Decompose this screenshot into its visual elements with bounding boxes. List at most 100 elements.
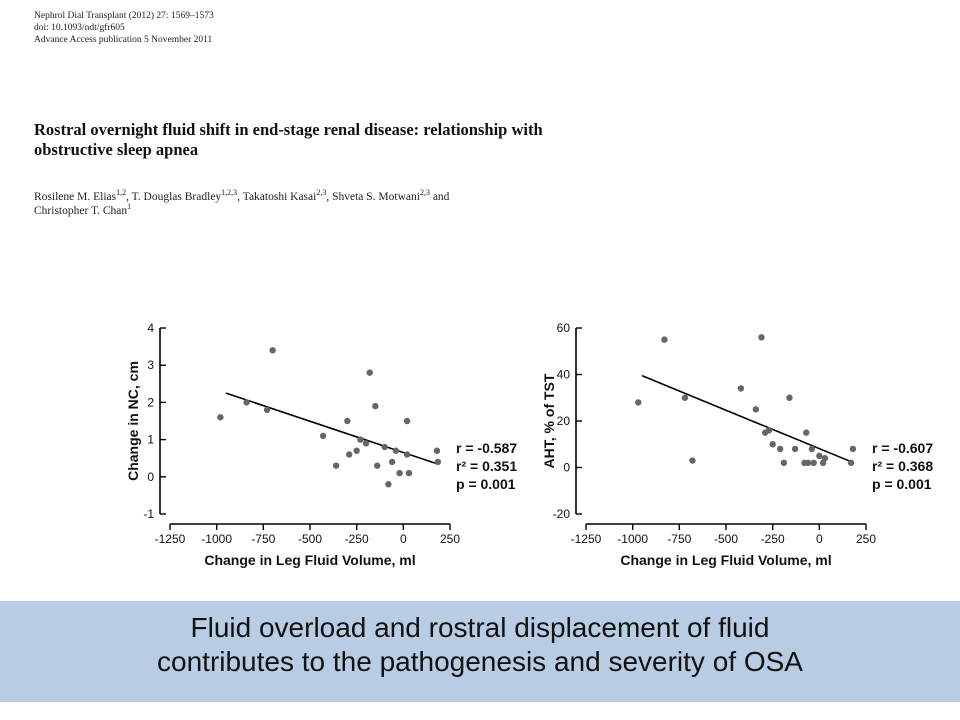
data-point	[332, 462, 340, 469]
author-name: Takatoshi Kasai	[242, 191, 317, 203]
data-point	[776, 445, 784, 453]
y-tick-label: 0	[563, 461, 570, 475]
data-point	[752, 406, 760, 413]
data-point	[780, 459, 788, 467]
author-name: Christopher T. Chan	[34, 205, 128, 217]
data-point	[381, 443, 388, 451]
data-point	[403, 451, 411, 458]
data-point	[847, 459, 855, 467]
data-point	[217, 414, 224, 421]
paper-title: Rostral overnight fluid shift in end-sta…	[34, 120, 674, 160]
data-point	[392, 447, 400, 454]
correlation-stat: p = 0.001	[872, 476, 932, 492]
correlation-stat: r = -0.607	[872, 440, 933, 456]
data-point	[816, 452, 823, 460]
data-point	[362, 440, 370, 447]
summary-line-2: contributes to the pathogenesis and seve…	[157, 646, 803, 677]
y-tick-label: 2	[147, 395, 154, 409]
data-point	[374, 462, 381, 469]
data-point	[319, 432, 327, 440]
data-point	[737, 385, 745, 392]
y-axis-title: AHT, % of TST	[541, 373, 557, 468]
journal-reference: Nephrol Dial Transplant (2012) 27: 1569–…	[34, 11, 214, 21]
author-entry: Takatoshi Kasai2,3	[242, 188, 327, 204]
x-tick-label: -500	[298, 532, 322, 546]
data-point	[385, 481, 392, 488]
data-point	[388, 458, 396, 466]
author-entry: Christopher T. Chan1	[34, 202, 132, 218]
author-affiliation: 2,3	[419, 188, 430, 197]
author-entry: T. Douglas Bradley1,2,3	[131, 188, 238, 204]
author-affiliation: 1	[127, 202, 132, 211]
x-tick-label: 250	[856, 532, 876, 546]
data-point	[808, 445, 816, 453]
author-entry: Shveta S. Motwani2,3	[332, 188, 430, 204]
correlation-stat: r = -0.587	[456, 440, 517, 456]
author-separator: and	[429, 191, 450, 203]
regression-line	[641, 374, 852, 463]
author-name: Rosilene M. Elias	[34, 191, 117, 203]
x-tick-label: -750	[251, 532, 275, 546]
nc-vs-leg-fluid-scatter-chart: -1 0 1 2 3 4 -1250 -1000 -750 -500 -250 0 250 r = -0.…	[125, 321, 517, 568]
data-point	[804, 459, 812, 467]
y-tick-label: 3	[147, 358, 154, 372]
author-entry: Rosilene M. Elias1,2	[34, 188, 127, 204]
author-separator: ,	[326, 191, 333, 203]
data-point	[786, 394, 793, 401]
y-tick-label: 4	[147, 321, 154, 335]
x-tick-label: -1000	[201, 532, 232, 546]
data-point	[765, 427, 773, 434]
x-tick-label: -1250	[155, 532, 186, 546]
x-tick-label: -750	[667, 532, 691, 546]
y-tick-label: 0	[147, 470, 154, 484]
y-tick-label: 60	[557, 321, 571, 335]
data-point	[357, 436, 364, 443]
doi-line: doi: 10.1093/ndt/gfr605	[34, 23, 125, 33]
author-name: T. Douglas Bradley	[131, 191, 222, 203]
regression-line	[225, 392, 438, 465]
summary-line-1: Fluid overload and rostral displacement …	[190, 612, 770, 643]
paper-title-line-1: Rostral overnight fluid shift in end-sta…	[34, 120, 543, 139]
data-point	[263, 406, 271, 414]
y-tick-label: -20	[553, 507, 571, 521]
data-point	[403, 417, 411, 425]
x-tick-label: -250	[761, 532, 785, 546]
summary-text: Fluid overload and rostral displacement …	[0, 611, 960, 679]
x-tick-label: -500	[714, 532, 738, 546]
data-point	[769, 441, 776, 448]
data-point	[810, 459, 817, 467]
y-tick-label: 20	[557, 414, 571, 428]
data-point	[353, 447, 360, 454]
x-axis-title: Change in Leg Fluid Volume, ml	[204, 552, 415, 568]
author-affiliation: 2,3	[316, 188, 327, 197]
author-separator: ,	[126, 191, 132, 203]
data-point	[689, 457, 696, 464]
data-point	[366, 369, 373, 376]
citation-header: Nephrol Dial Transplant (2012) 27: 1569–…	[34, 10, 214, 46]
data-point	[758, 334, 765, 341]
data-point	[344, 417, 351, 425]
paper-title-line-2: obstructive sleep apnea	[34, 140, 199, 159]
x-tick-label: 0	[400, 532, 407, 546]
author-affiliation: 1,2	[116, 188, 127, 197]
data-point	[372, 402, 379, 410]
x-tick-label: 250	[440, 532, 460, 546]
x-tick-label: -1250	[571, 532, 602, 546]
x-tick-label: -1000	[617, 532, 648, 546]
author-separator: ,	[237, 191, 243, 203]
data-point	[269, 347, 276, 354]
summary-banner	[0, 601, 960, 702]
data-point	[803, 429, 810, 436]
correlation-stat: r² = 0.368	[872, 458, 933, 474]
x-tick-label: 0	[816, 532, 823, 546]
author-list: Rosilene M. Elias1,2, T. Douglas Bradley…	[34, 188, 634, 218]
data-point	[405, 469, 413, 477]
x-tick-label: -250	[345, 532, 369, 546]
data-point	[434, 458, 442, 466]
data-point	[635, 399, 642, 406]
author-affiliation: 1,2,3	[221, 188, 238, 197]
data-point	[346, 451, 353, 458]
correlation-stat: p = 0.001	[456, 476, 516, 492]
data-point	[849, 445, 857, 453]
data-point	[791, 445, 799, 453]
